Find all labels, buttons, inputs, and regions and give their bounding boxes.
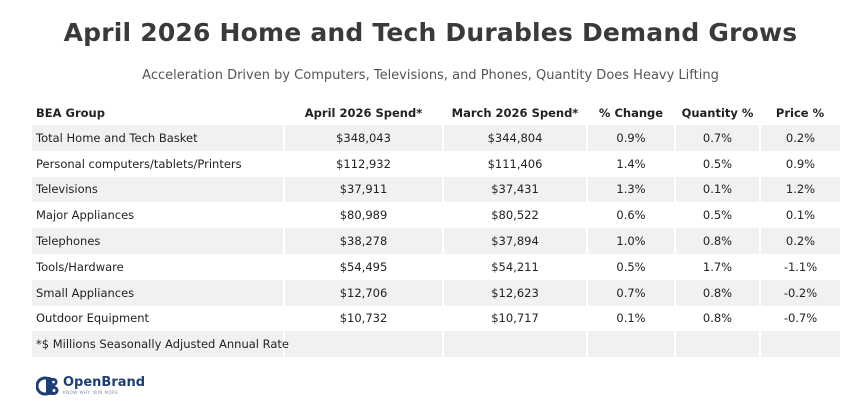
cell-march-spend: $37,431: [443, 176, 588, 203]
cell-april-spend: $80,989: [284, 202, 444, 229]
table-row: Small Appliances $12,706 $12,623 0.7% 0.…: [32, 279, 840, 306]
cell-march-spend: $10,717: [443, 305, 588, 332]
footnote-empty-cell: [760, 331, 840, 358]
table-row: Telephones $38,278 $37,894 1.0% 0.8% 0.2…: [32, 228, 840, 254]
logo-tagline: KNOW WHY. WIN MORE.: [63, 390, 121, 395]
cell-price-pct: -0.2%: [760, 279, 840, 306]
footnote-empty-cell: [675, 331, 761, 358]
header-quantity-pct: Quantity %: [681, 105, 754, 120]
cell-pct-change: 0.1%: [587, 305, 676, 332]
cell-pct-change: 1.3%: [587, 176, 676, 203]
footnote-empty-cell: [587, 331, 676, 358]
header-march-spend: March 2026 Spend*: [451, 105, 579, 120]
logo-wordmark: OpenBrand: [63, 375, 146, 390]
cell-bea-group: Major Appliances: [32, 202, 285, 229]
cell-april-spend: $10,732: [284, 305, 444, 332]
cell-march-spend: $344,804: [443, 125, 588, 151]
page-title: April 2026 Home and Tech Durables Demand…: [63, 18, 798, 47]
cell-bea-group: Televisions: [32, 176, 285, 203]
table-footnote: *$ Millions Seasonally Adjusted Annual R…: [32, 331, 289, 358]
cell-price-pct: 0.2%: [760, 125, 840, 151]
table-row: Total Home and Tech Basket $348,043 $344…: [32, 125, 840, 151]
header-april-spend: April 2026 Spend*: [304, 105, 423, 120]
table-footnote-row: *$ Millions Seasonally Adjusted Annual R…: [32, 331, 840, 358]
cell-pct-change: 1.4%: [587, 150, 676, 177]
cell-bea-group: Small Appliances: [32, 279, 285, 306]
cell-april-spend: $112,932: [284, 150, 444, 177]
header-bea-group: BEA Group: [36, 105, 105, 120]
openbrand-logo: OpenBrand KNOW WHY. WIN MORE.: [36, 374, 145, 398]
footnote-empty-cell: [443, 331, 588, 358]
cell-pct-change: 0.5%: [587, 253, 676, 280]
cell-quantity-pct: 0.1%: [675, 176, 761, 203]
cell-quantity-pct: 0.8%: [675, 228, 761, 254]
cell-march-spend: $54,211: [443, 253, 588, 280]
cell-price-pct: -1.1%: [760, 253, 840, 280]
header-price-pct: Price %: [775, 105, 825, 120]
cell-pct-change: 0.6%: [587, 202, 676, 229]
cell-bea-group: Telephones: [32, 228, 285, 254]
cell-price-pct: -0.7%: [760, 305, 840, 332]
table-row: Major Appliances $80,989 $80,522 0.6% 0.…: [32, 202, 840, 229]
cell-pct-change: 0.7%: [587, 279, 676, 306]
cell-price-pct: 0.2%: [760, 228, 840, 254]
page-subtitle: Acceleration Driven by Computers, Televi…: [142, 68, 719, 83]
cell-bea-group: Outdoor Equipment: [32, 305, 285, 332]
cell-march-spend: $12,623: [443, 279, 588, 306]
table-row: Personal computers/tablets/Printers $112…: [32, 150, 840, 177]
cell-quantity-pct: 0.5%: [675, 202, 761, 229]
cell-march-spend: $111,406: [443, 150, 588, 177]
footnote-empty-cell: [284, 331, 444, 358]
cell-march-spend: $80,522: [443, 202, 588, 229]
openbrand-logo-icon: [36, 376, 59, 396]
cell-april-spend: $38,278: [284, 228, 444, 254]
cell-pct-change: 0.9%: [587, 125, 676, 151]
cell-quantity-pct: 0.8%: [675, 305, 761, 332]
cell-april-spend: $37,911: [284, 176, 444, 203]
cell-quantity-pct: 0.8%: [675, 279, 761, 306]
cell-quantity-pct: 0.7%: [675, 125, 761, 151]
cell-price-pct: 0.1%: [760, 202, 840, 229]
durables-table: BEA Group April 2026 Spend* March 2026 S…: [32, 100, 840, 358]
table-row: Outdoor Equipment $10,732 $10,717 0.1% 0…: [32, 305, 840, 332]
cell-march-spend: $37,894: [443, 228, 588, 254]
cell-april-spend: $12,706: [284, 279, 444, 306]
cell-april-spend: $348,043: [284, 125, 444, 151]
table-row: Tools/Hardware $54,495 $54,211 0.5% 1.7%…: [32, 253, 840, 280]
cell-april-spend: $54,495: [284, 253, 444, 280]
cell-price-pct: 1.2%: [760, 176, 840, 203]
cell-quantity-pct: 1.7%: [675, 253, 761, 280]
cell-bea-group: Total Home and Tech Basket: [32, 125, 285, 151]
cell-quantity-pct: 0.5%: [675, 150, 761, 177]
table-row: Televisions $37,911 $37,431 1.3% 0.1% 1.…: [32, 176, 840, 203]
cell-pct-change: 1.0%: [587, 228, 676, 254]
header-pct-change: % Change: [598, 105, 664, 120]
cell-bea-group: Personal computers/tablets/Printers: [32, 150, 285, 177]
cell-price-pct: 0.9%: [760, 150, 840, 177]
cell-bea-group: Tools/Hardware: [32, 253, 285, 280]
table-header-row: BEA Group April 2026 Spend* March 2026 S…: [32, 100, 840, 125]
